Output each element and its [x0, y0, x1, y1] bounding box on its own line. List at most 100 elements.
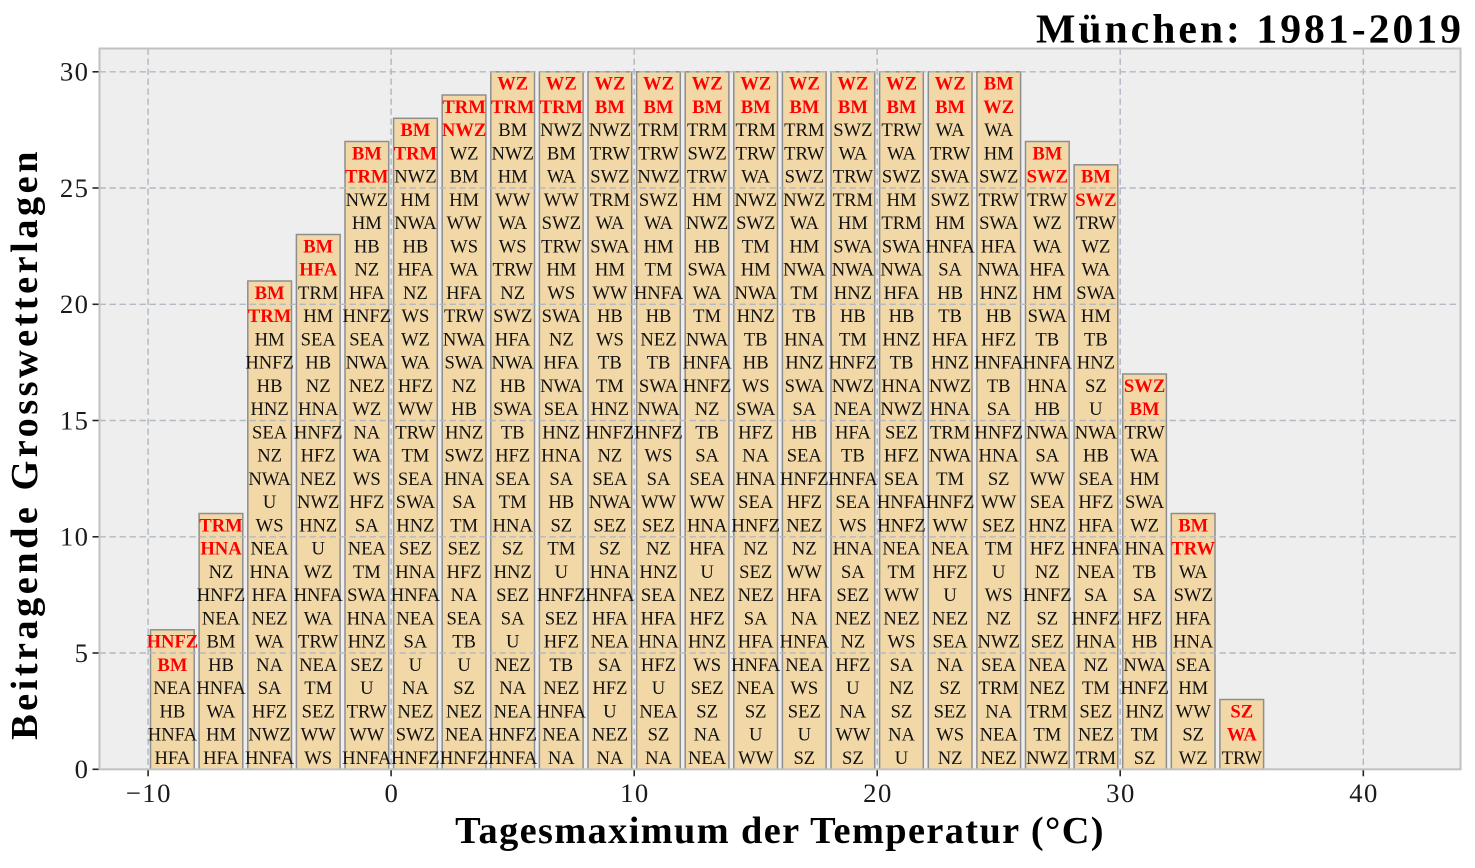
svg-text:WW: WW: [884, 585, 920, 606]
svg-text:TM: TM: [353, 562, 381, 583]
svg-text:HNFA: HNFA: [1071, 539, 1121, 560]
svg-text:SEA: SEA: [495, 469, 531, 490]
svg-text:WA: WA: [207, 701, 236, 722]
svg-text:NWA: NWA: [735, 283, 778, 304]
svg-text:NWA: NWA: [929, 446, 972, 467]
svg-text:SZ: SZ: [453, 678, 475, 699]
svg-text:HNA: HNA: [833, 539, 874, 560]
svg-text:BM: BM: [935, 97, 965, 118]
svg-text:SWA: SWA: [347, 585, 387, 606]
svg-text:BM: BM: [595, 97, 625, 118]
svg-text:HNA: HNA: [638, 632, 679, 653]
svg-text:WA: WA: [1179, 562, 1208, 583]
svg-text:TM: TM: [936, 469, 964, 490]
svg-text:HFZ: HFZ: [349, 492, 384, 513]
svg-text:NWA: NWA: [880, 260, 923, 281]
svg-text:HNA: HNA: [347, 608, 388, 629]
svg-text:TB: TB: [1035, 329, 1059, 350]
svg-text:TRM: TRM: [784, 120, 824, 141]
svg-text:BM: BM: [207, 632, 236, 653]
svg-text:HNZ: HNZ: [785, 353, 823, 374]
svg-text:HFA: HFA: [543, 353, 579, 374]
svg-text:U: U: [360, 678, 374, 699]
svg-text:TRW: TRW: [833, 167, 874, 188]
svg-text:WZ: WZ: [1179, 748, 1208, 769]
svg-text:WA: WA: [450, 260, 479, 281]
svg-text:HNFZ: HNFZ: [1023, 585, 1072, 606]
svg-text:HFZ: HFZ: [495, 446, 530, 467]
svg-text:WW: WW: [447, 213, 483, 234]
svg-text:HM: HM: [400, 190, 430, 211]
svg-text:WS: WS: [547, 283, 575, 304]
svg-text:WA: WA: [255, 632, 284, 653]
svg-text:10: 10: [620, 778, 650, 808]
svg-text:WZ: WZ: [497, 74, 528, 95]
svg-text:HB: HB: [1132, 632, 1158, 653]
svg-text:TM: TM: [790, 283, 818, 304]
svg-text:TRM: TRM: [638, 120, 678, 141]
svg-text:HFA: HFA: [884, 283, 920, 304]
svg-text:HB: HB: [1034, 399, 1060, 420]
svg-text:HNA: HNA: [590, 562, 631, 583]
svg-text:SEZ: SEZ: [1079, 701, 1112, 722]
svg-text:HNFZ: HNFZ: [440, 748, 489, 769]
svg-text:HB: HB: [743, 353, 769, 374]
svg-text:NEZ: NEZ: [640, 329, 676, 350]
svg-text:U: U: [311, 539, 325, 560]
svg-text:HFA: HFA: [786, 585, 822, 606]
svg-text:HFA: HFA: [981, 236, 1017, 257]
svg-text:SWA: SWA: [1076, 283, 1116, 304]
svg-text:SA: SA: [890, 655, 914, 676]
svg-text:NZ: NZ: [403, 283, 428, 304]
svg-text:SA: SA: [695, 446, 719, 467]
svg-text:HFZ: HFZ: [301, 446, 336, 467]
svg-text:HNZ: HNZ: [834, 283, 872, 304]
svg-text:TRW: TRW: [347, 701, 388, 722]
svg-text:SWA: SWA: [639, 376, 679, 397]
svg-text:TRM: TRM: [540, 97, 584, 118]
svg-text:HNFA: HNFA: [294, 585, 344, 606]
svg-text:SWA: SWA: [1028, 306, 1068, 327]
svg-text:SWZ: SWZ: [590, 167, 629, 188]
svg-text:NZ: NZ: [549, 329, 574, 350]
svg-text:NEA: NEA: [785, 655, 824, 676]
svg-text:HFA: HFA: [592, 608, 628, 629]
svg-text:NWZ: NWZ: [832, 376, 874, 397]
svg-text:NA: NA: [937, 655, 964, 676]
svg-text:SA: SA: [938, 260, 962, 281]
svg-text:SEA: SEA: [1030, 492, 1066, 513]
svg-text:HM: HM: [935, 213, 965, 234]
svg-text:HB: HB: [646, 306, 672, 327]
svg-text:SWZ: SWZ: [1124, 376, 1165, 397]
svg-text:WW: WW: [835, 725, 871, 746]
svg-text:TRW: TRW: [638, 143, 679, 164]
svg-text:BM: BM: [838, 97, 868, 118]
svg-text:NA: NA: [694, 725, 721, 746]
svg-text:SEA: SEA: [1078, 469, 1114, 490]
svg-text:SWZ: SWZ: [1075, 190, 1116, 211]
svg-text:SEA: SEA: [690, 469, 726, 490]
svg-text:SA: SA: [258, 678, 282, 699]
svg-text:U: U: [263, 492, 277, 513]
svg-text:HB: HB: [451, 399, 477, 420]
svg-text:HM: HM: [644, 236, 674, 257]
svg-text:NZ: NZ: [306, 376, 331, 397]
svg-text:NWZ: NWZ: [1026, 748, 1068, 769]
svg-text:HFZ: HFZ: [592, 678, 627, 699]
svg-text:HFZ: HFZ: [1127, 608, 1162, 629]
svg-text:BM: BM: [692, 97, 722, 118]
svg-text:NZ: NZ: [452, 376, 477, 397]
svg-text:TRW: TRW: [541, 236, 582, 257]
svg-text:U: U: [846, 678, 860, 699]
svg-text:WZ: WZ: [546, 74, 577, 95]
svg-text:HNFZ: HNFZ: [343, 306, 392, 327]
svg-text:HNFZ: HNFZ: [731, 515, 780, 536]
svg-text:WW: WW: [1030, 469, 1066, 490]
svg-text:HM: HM: [206, 725, 236, 746]
svg-text:SEZ: SEZ: [399, 539, 432, 560]
svg-text:HNFZ: HNFZ: [683, 376, 732, 397]
svg-text:HNFA: HNFA: [682, 353, 732, 374]
svg-text:HM: HM: [789, 236, 819, 257]
svg-text:SEA: SEA: [398, 469, 434, 490]
svg-text:NA: NA: [888, 725, 915, 746]
